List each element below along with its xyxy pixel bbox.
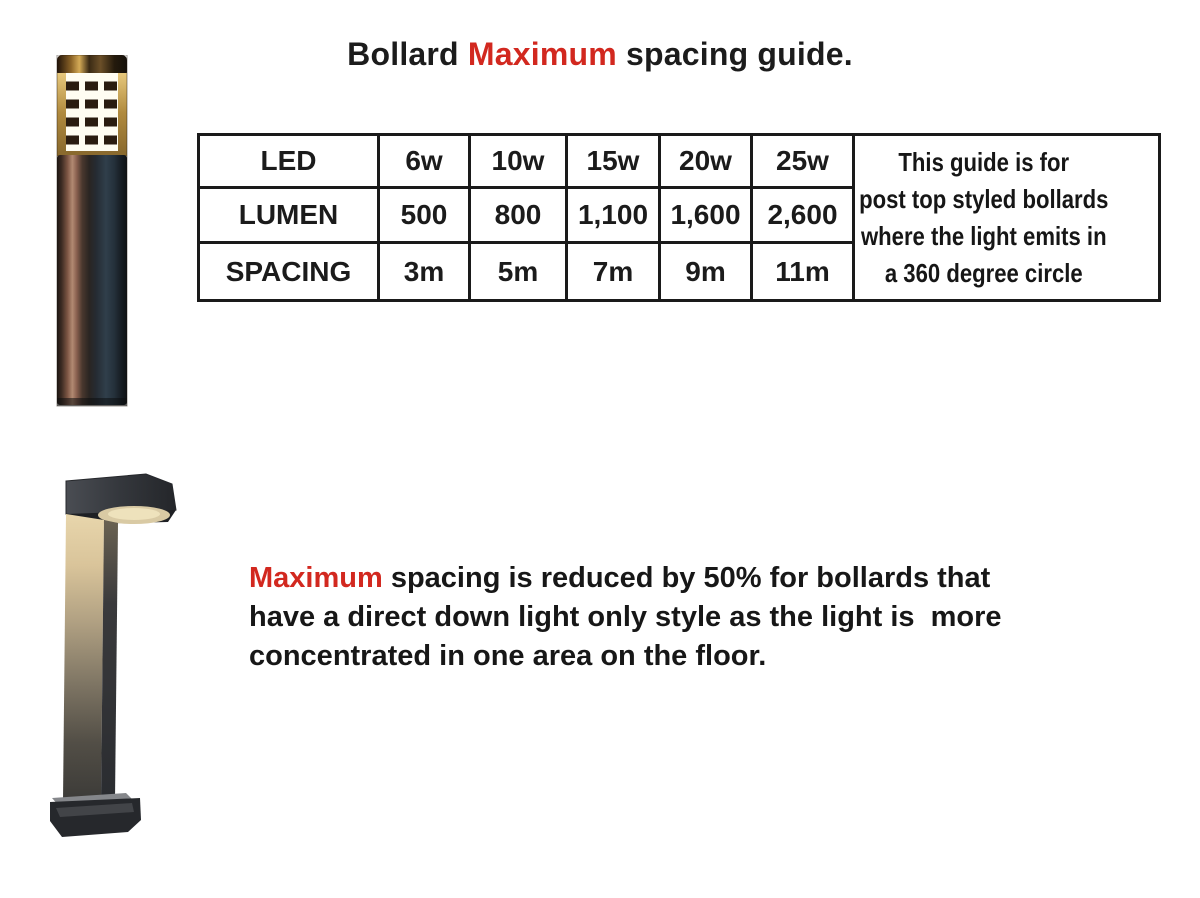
lumen-cell: 1,100: [565, 186, 661, 244]
guide-note: This guide is for post top styled bollar…: [852, 133, 1161, 302]
note-line: This guide is for: [898, 146, 1070, 177]
title-suffix: spacing guide.: [616, 36, 853, 72]
table-row-lumen: LUMEN 500 800 1,100 1,600 2,600: [197, 186, 1160, 244]
title-highlight: Maximum: [467, 36, 617, 72]
paragraph-line-1-rest: spacing is reduced by 50% for bollards t…: [382, 562, 991, 594]
paragraph-highlight: Maximum: [249, 562, 383, 594]
reduction-note: Maximum spacing is reduced by 50% for bo…: [249, 559, 1002, 676]
row-label-led: LED: [197, 133, 380, 189]
paragraph-line-2: have a direct down light only style as t…: [249, 601, 1002, 633]
lumen-cell: 1,600: [658, 186, 753, 244]
spacing-cell: 11m: [750, 241, 855, 302]
note-line: post top styled bollards: [859, 183, 1109, 214]
led-cell: 20w: [658, 133, 753, 189]
spacing-table: LED 6w 10w 15w 20w 25w This guide is for…: [197, 133, 1161, 302]
paragraph-line-1: Maximum spacing is reduced by 50% for bo…: [249, 559, 1002, 598]
table-row-led: LED 6w 10w 15w 20w 25w This guide is for…: [197, 133, 1161, 302]
led-cell: 25w: [750, 133, 855, 189]
lumen-cell: 500: [377, 186, 471, 244]
paragraph-line-3: concentrated in one area on the floor.: [249, 640, 767, 672]
spacing-cell: 5m: [468, 241, 568, 302]
row-label-lumen: LUMEN: [197, 186, 380, 244]
led-cell: 10w: [468, 133, 568, 189]
lumen-cell: 800: [468, 186, 568, 244]
page-title: Bollard Maximum spacing guide.: [0, 36, 1200, 73]
spacing-cell: 9m: [658, 241, 753, 302]
lumen-cell: 2,600: [750, 186, 855, 244]
title-prefix: Bollard: [347, 36, 468, 72]
down-light-bollard-image: [50, 473, 177, 837]
spacing-cell: 7m: [565, 241, 661, 302]
table-row-spacing: SPACING 3m 5m 7m 9m 11m: [197, 241, 1160, 302]
led-cell: 6w: [377, 133, 471, 189]
post-top-bollard-image: [56, 55, 128, 407]
note-line: where the light emits in: [860, 220, 1107, 251]
led-cell: 15w: [565, 133, 661, 189]
row-label-spacing: SPACING: [197, 241, 380, 302]
note-line: a 360 degree circle: [884, 257, 1083, 288]
spacing-cell: 3m: [377, 241, 471, 302]
